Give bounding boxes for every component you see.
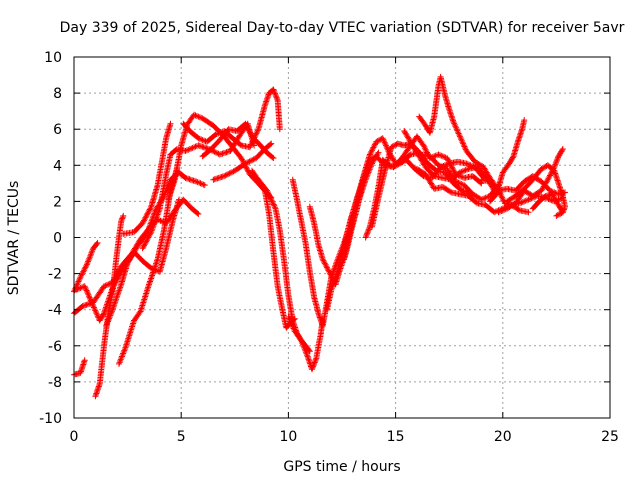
x-axis-label: GPS time / hours <box>283 459 400 475</box>
x-tick-label: 15 <box>387 429 405 445</box>
y-tick-label: 2 <box>53 194 62 210</box>
series-marks <box>416 73 532 216</box>
series-sat-ac <box>504 162 568 219</box>
series-marks <box>529 191 566 216</box>
series-marks <box>199 120 277 162</box>
series-sat-f <box>103 196 183 329</box>
y-tick-label: 0 <box>53 231 62 247</box>
x-tick-label: 25 <box>601 429 619 445</box>
x-tick-label: 0 <box>70 429 79 445</box>
series-marks <box>486 117 528 205</box>
series-marks <box>92 212 127 400</box>
data-points <box>71 73 568 400</box>
series-marks <box>180 86 283 151</box>
series-marks <box>401 128 502 203</box>
chart-title: Day 339 of 2025, Sidereal Day-to-day VTE… <box>60 20 625 36</box>
series-sat-e <box>92 212 127 400</box>
series-marks <box>120 120 174 237</box>
x-tick-label: 10 <box>279 429 297 445</box>
x-tick-labels: 0 5 10 15 20 25 <box>70 429 619 445</box>
series-marks <box>103 196 183 329</box>
series-marks <box>285 313 326 373</box>
x-tick-label: 20 <box>494 429 512 445</box>
y-axis-label: SDTVAR / TECUs <box>6 181 22 296</box>
y-tick-label: -2 <box>48 267 62 283</box>
y-tick-label: 10 <box>44 50 62 66</box>
y-tick-label: 6 <box>53 122 62 138</box>
series-marks <box>369 140 498 230</box>
series-sat-h <box>120 120 174 237</box>
series-marks <box>210 140 275 183</box>
y-tick-label: 4 <box>53 158 62 174</box>
y-tick-labels: 10 8 6 4 2 0 -2 -4 -6 -8 -10 <box>39 50 62 427</box>
series-sat-l <box>199 120 277 162</box>
x-tick-label: 5 <box>177 429 186 445</box>
series-sat-w <box>401 128 502 203</box>
grid-lines <box>74 57 610 418</box>
series-sat-p <box>285 313 326 373</box>
series-sat-v <box>369 140 498 230</box>
series-marks <box>261 187 298 331</box>
series-sat-o <box>261 187 298 331</box>
series-sat-x <box>416 73 532 216</box>
series-sat-m <box>210 140 275 183</box>
y-tick-label: -8 <box>48 375 62 391</box>
y-tick-label: -6 <box>48 339 62 355</box>
series-marks <box>504 162 568 219</box>
series-sat-ad <box>529 191 566 216</box>
series-sat-aa <box>486 117 528 205</box>
series-sat-k <box>180 86 283 151</box>
y-tick-label: 8 <box>53 86 62 102</box>
y-tick-label: -10 <box>39 411 62 427</box>
y-tick-label: -4 <box>48 303 62 319</box>
axis-ticks <box>73 56 611 419</box>
